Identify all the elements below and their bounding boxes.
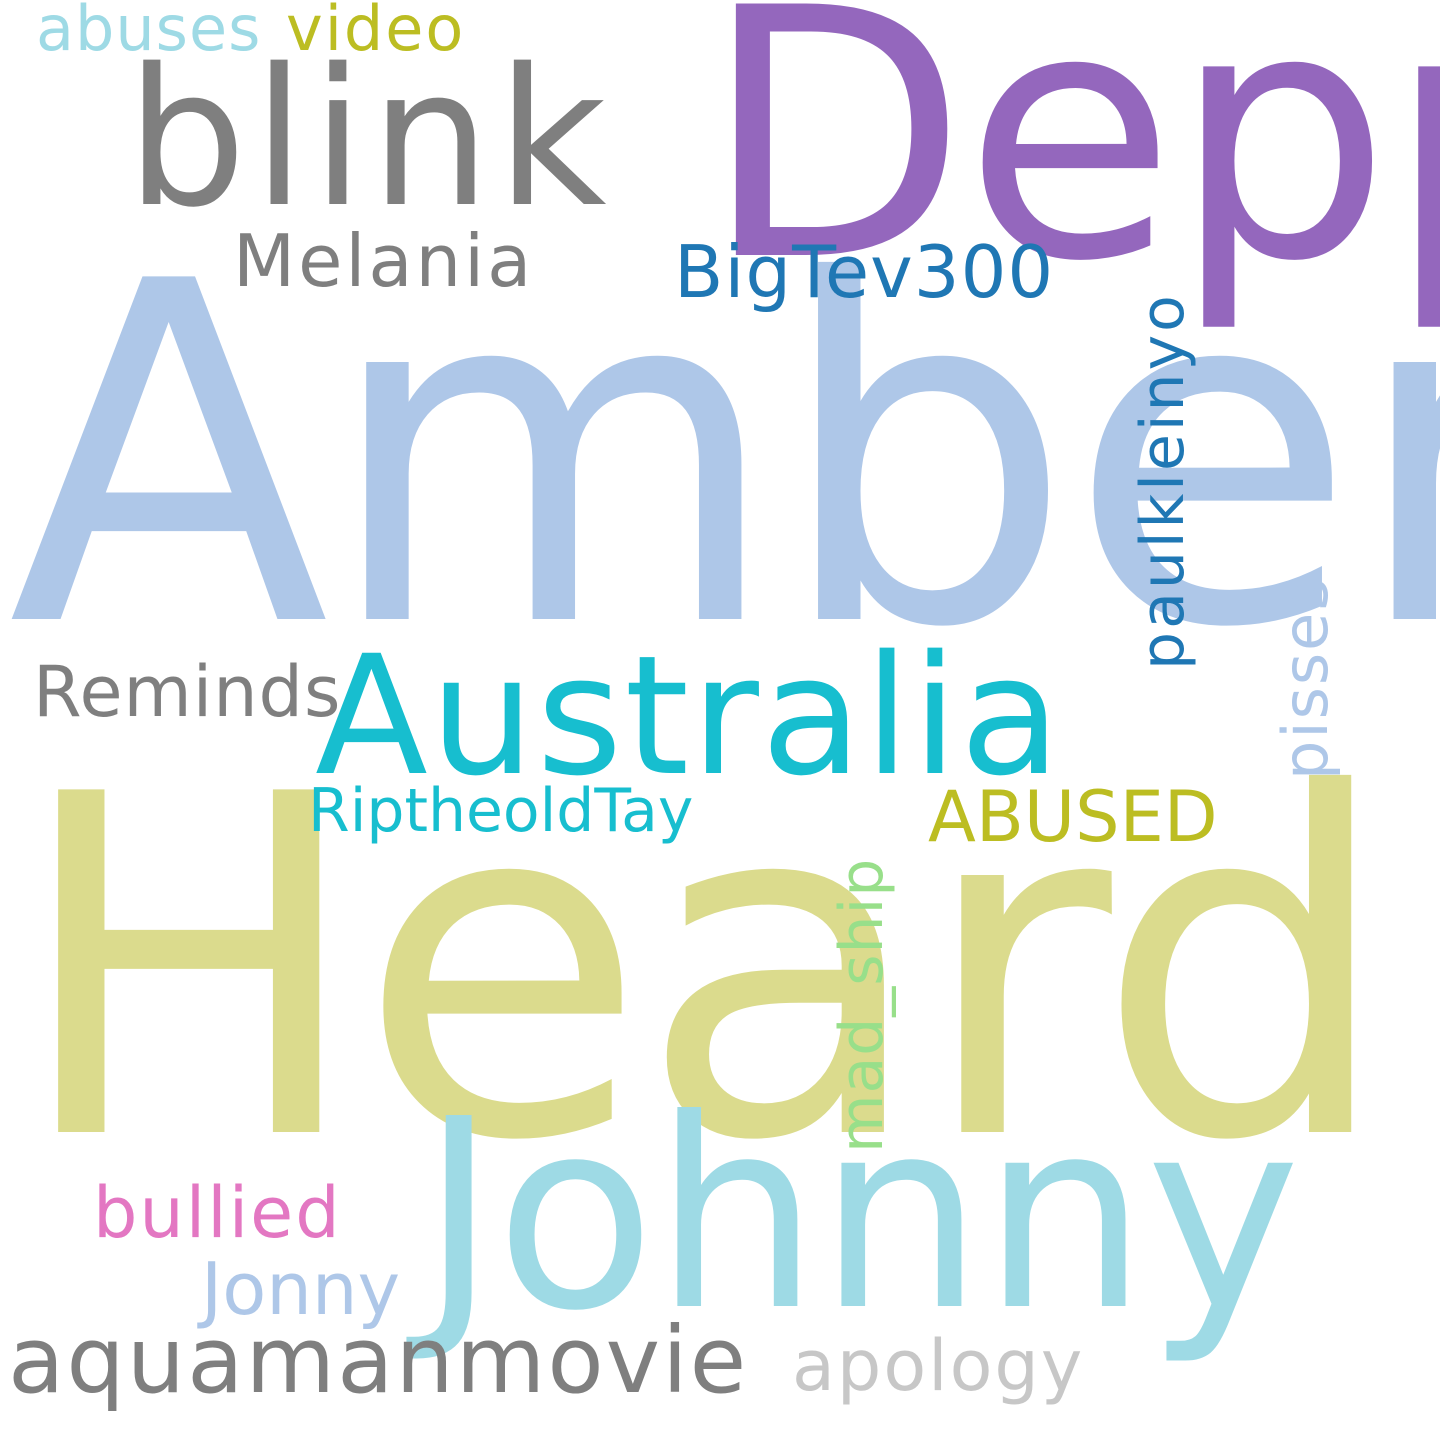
word-jonny: Jonny <box>201 1247 401 1331</box>
word-australia: Australia <box>315 620 1063 812</box>
word-bigtev300: BigTev300 <box>674 230 1055 314</box>
word-riptheoldtay: RiptheoldTay <box>308 776 694 846</box>
word-bullied: bullied <box>93 1172 342 1254</box>
word-amber: Amber <box>8 183 1440 730</box>
word-video: video <box>286 0 466 65</box>
word-aquamanmovie: aquamanmovie <box>8 1307 749 1414</box>
word-johnny: Johnny <box>420 1063 1301 1368</box>
word-depp: Depp <box>702 0 1440 337</box>
word-mad-ship: mad_ship <box>827 857 897 1153</box>
word-abused: ABUSED <box>928 776 1218 858</box>
word-pisses: pisses <box>1269 576 1342 780</box>
word-abuses: abuses <box>36 0 262 65</box>
word-paulkleinyo: paulkleinyo <box>1128 292 1198 670</box>
word-apology: apology <box>792 1325 1085 1407</box>
word-melania: Melania <box>233 219 535 303</box>
word-heard: Heard <box>12 696 1394 1243</box>
word-reminds: Reminds <box>33 651 342 733</box>
word-blink: blink <box>126 28 613 249</box>
